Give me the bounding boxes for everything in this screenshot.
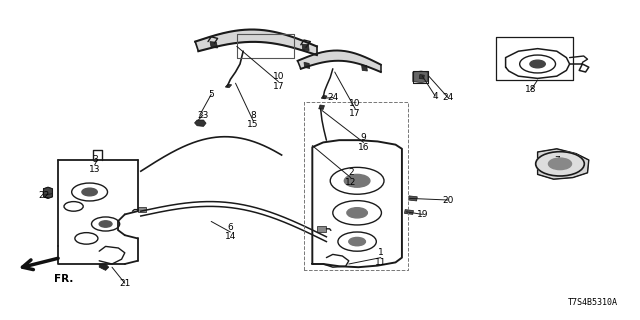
Polygon shape — [321, 95, 327, 99]
Text: 19: 19 — [417, 210, 428, 219]
Text: 3
13: 3 13 — [89, 156, 100, 174]
Circle shape — [349, 237, 365, 246]
Text: FR.: FR. — [54, 274, 74, 284]
Polygon shape — [298, 51, 381, 72]
Polygon shape — [362, 65, 367, 71]
Text: 5: 5 — [209, 90, 214, 99]
Text: 6
14: 6 14 — [225, 223, 236, 241]
Circle shape — [347, 208, 367, 218]
Polygon shape — [317, 226, 326, 232]
Polygon shape — [195, 120, 206, 126]
Circle shape — [99, 221, 112, 227]
Text: 24: 24 — [442, 93, 454, 102]
Text: 23: 23 — [197, 111, 209, 120]
Text: 10
17: 10 17 — [273, 72, 284, 91]
Text: 4: 4 — [433, 92, 438, 100]
Text: 20: 20 — [442, 196, 454, 204]
Polygon shape — [304, 62, 310, 68]
Circle shape — [530, 60, 545, 68]
Text: T7S4B5310A: T7S4B5310A — [568, 298, 618, 307]
Circle shape — [536, 152, 584, 176]
Polygon shape — [302, 44, 309, 51]
Text: 8
15: 8 15 — [247, 111, 259, 129]
Text: 1
11: 1 11 — [375, 248, 387, 267]
Polygon shape — [408, 196, 417, 201]
Text: 7: 7 — [554, 156, 559, 164]
Circle shape — [82, 188, 97, 196]
Polygon shape — [319, 105, 324, 109]
Text: 2
12: 2 12 — [345, 168, 356, 187]
Text: 10
17: 10 17 — [349, 100, 361, 118]
Text: 24: 24 — [327, 93, 339, 102]
Polygon shape — [538, 149, 589, 179]
Polygon shape — [44, 187, 52, 198]
Polygon shape — [404, 210, 413, 214]
Text: 18: 18 — [525, 85, 537, 94]
Polygon shape — [413, 71, 428, 83]
Polygon shape — [99, 264, 109, 270]
Polygon shape — [138, 207, 146, 212]
Circle shape — [344, 174, 370, 187]
Circle shape — [548, 158, 572, 170]
Text: 9
16: 9 16 — [358, 133, 369, 152]
Text: 22: 22 — [38, 191, 49, 200]
Polygon shape — [225, 84, 232, 88]
Polygon shape — [195, 29, 317, 55]
Polygon shape — [210, 42, 218, 48]
Text: 21: 21 — [119, 279, 131, 288]
Polygon shape — [419, 75, 424, 79]
